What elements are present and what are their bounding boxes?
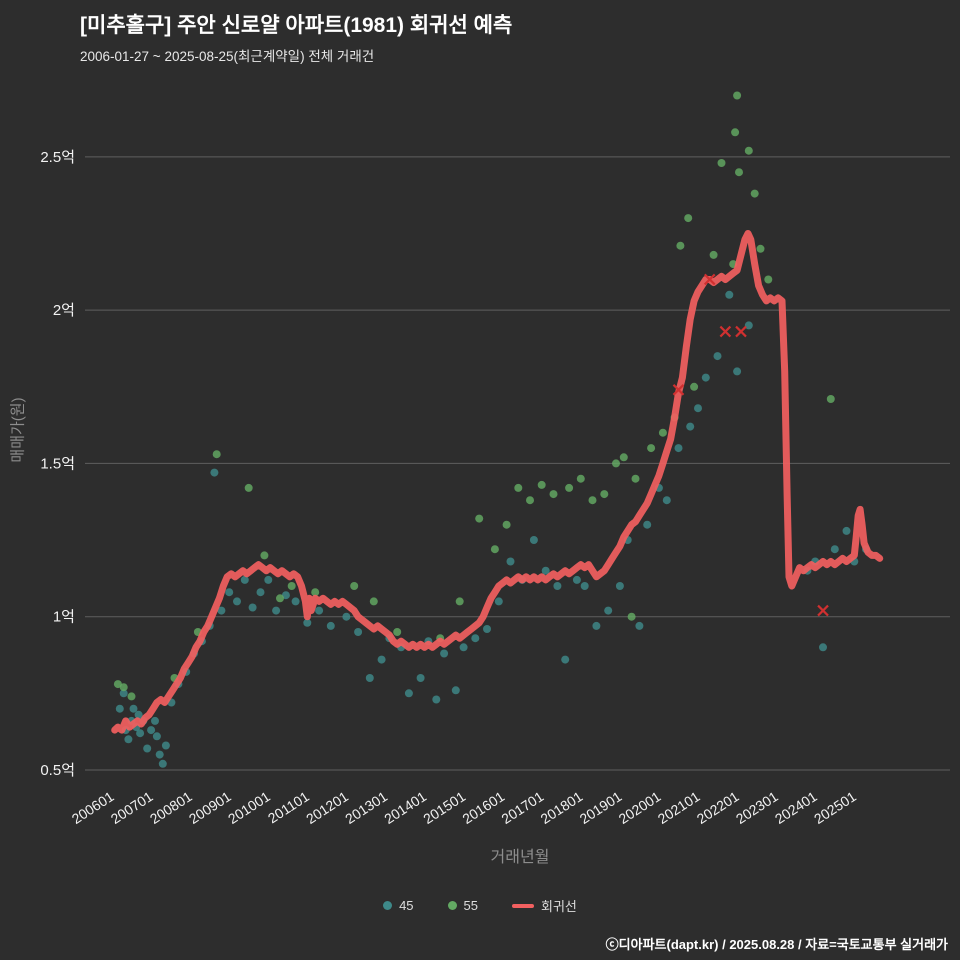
legend-label-regression: 회귀선 (541, 899, 577, 914)
y-axis-title: 매매가(원) (9, 397, 27, 463)
svg-text:2.5억: 2.5억 (40, 149, 75, 166)
svg-text:201601: 201601 (459, 788, 507, 827)
svg-text:200601: 200601 (69, 788, 117, 827)
legend: 45 55 회귀선 (0, 896, 960, 915)
chart-title: [미추홀구] 주안 신로얄 아파트(1981) 회귀선 예측 (80, 14, 513, 37)
svg-text:200901: 200901 (186, 788, 234, 827)
svg-text:201701: 201701 (498, 788, 546, 827)
svg-text:202201: 202201 (694, 788, 742, 827)
x-axis-title: 거래년월 (490, 849, 550, 866)
svg-text:1억: 1억 (53, 609, 75, 626)
svg-text:2억: 2억 (53, 302, 75, 319)
svg-text:201101: 201101 (265, 788, 312, 826)
svg-text:202101: 202101 (655, 788, 703, 827)
svg-text:1.5억: 1.5억 (40, 455, 75, 472)
svg-text:202501: 202501 (811, 788, 859, 827)
footer-credit: ⓒ디아파트(dapt.kr) / 2025.08.28 / 자료=국토교통부 실… (605, 937, 948, 952)
svg-text:202301: 202301 (733, 788, 781, 827)
series-45-dot-icon (383, 901, 393, 910)
regression-line-icon (512, 903, 535, 908)
legend-item-45: 45 (383, 898, 414, 913)
svg-text:202401: 202401 (772, 788, 820, 827)
svg-text:201401: 201401 (381, 788, 429, 827)
svg-text:201901: 201901 (577, 788, 625, 827)
legend-item-55: 55 (447, 898, 479, 913)
svg-text:0.5억: 0.5억 (40, 762, 75, 779)
legend-label-45: 45 (399, 898, 414, 913)
svg-text:201801: 201801 (538, 788, 586, 827)
svg-text:202001: 202001 (616, 788, 664, 827)
svg-text:200801: 200801 (147, 788, 195, 827)
svg-text:201001: 201001 (225, 788, 273, 827)
series-55-dot-icon (447, 901, 457, 910)
svg-text:200701: 200701 (108, 788, 156, 827)
svg-text:201301: 201301 (342, 788, 390, 827)
chart-subtitle: 2006-01-27 ~ 2025-08-25(최근계약일) 전체 거래건 (80, 49, 375, 64)
svg-text:201501: 201501 (420, 788, 468, 827)
legend-item-regression: 회귀선 (512, 896, 577, 915)
legend-label-55: 55 (463, 898, 479, 913)
svg-text:201201: 201201 (303, 788, 351, 827)
